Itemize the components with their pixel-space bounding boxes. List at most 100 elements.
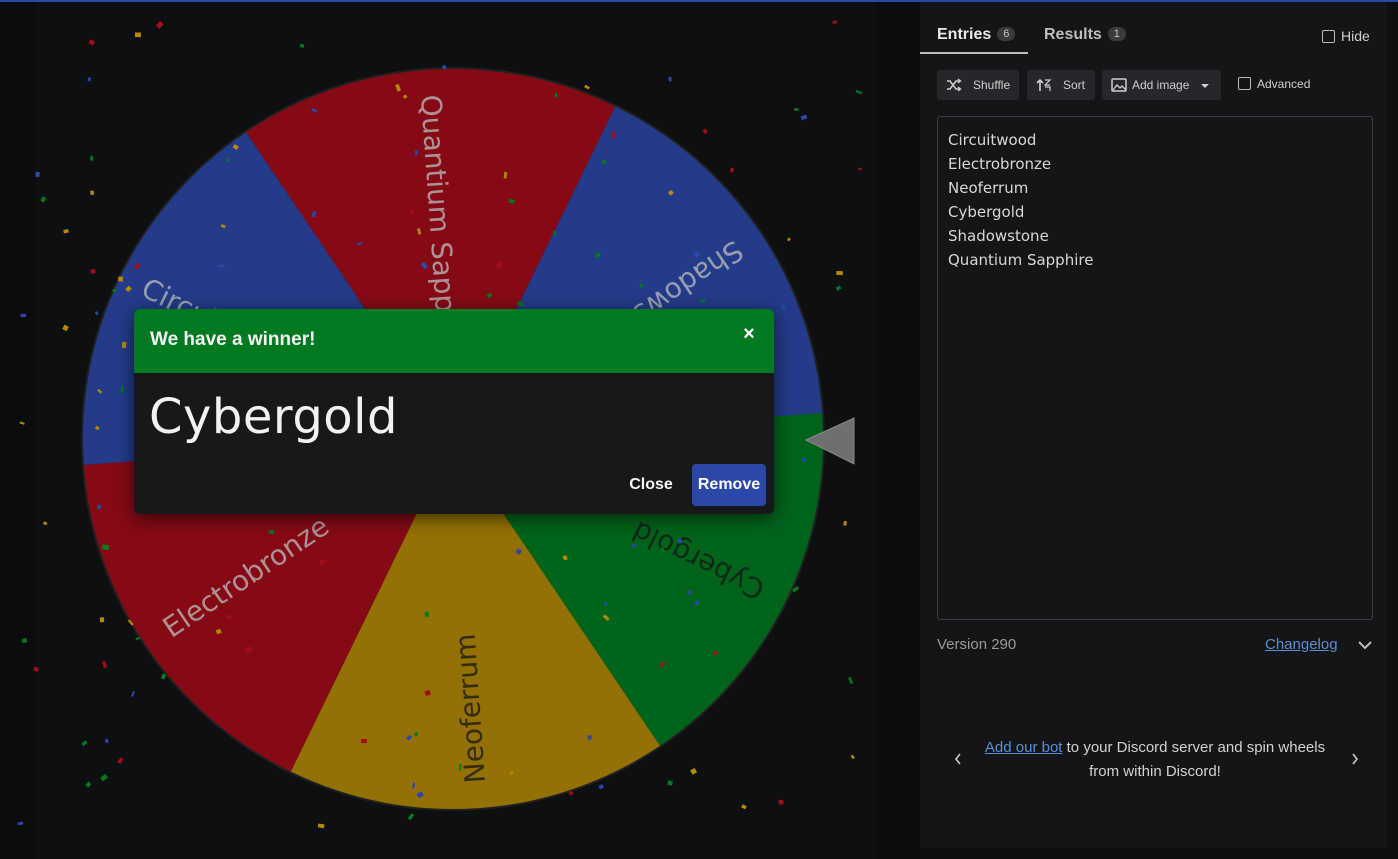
confetti-piece [486, 292, 493, 299]
tab-entries-label: Entries [937, 26, 992, 43]
confetti-piece [800, 114, 808, 121]
confetti-piece [741, 804, 747, 810]
chevron-down-icon[interactable] [1357, 639, 1373, 651]
chevron-right-icon[interactable] [1350, 752, 1360, 766]
entry-line: Shadowstone [948, 227, 1049, 245]
confetti-piece [568, 790, 574, 796]
confetti-piece [268, 529, 275, 535]
confetti-piece [361, 738, 367, 744]
confetti-piece [215, 628, 222, 635]
chevron-down-icon [1201, 84, 1209, 88]
confetti-piece [43, 521, 48, 526]
confetti-piece [424, 611, 430, 617]
checkbox-icon [1238, 77, 1251, 90]
confetti-piece [130, 690, 135, 697]
confetti-piece [99, 617, 105, 623]
close-icon[interactable]: × [743, 323, 755, 345]
shuffle-icon [947, 78, 962, 92]
winner-dialog-header: We have a winner! × [134, 309, 774, 373]
confetti-piece [729, 167, 734, 173]
confetti-piece [88, 39, 95, 46]
confetti-piece [516, 300, 525, 308]
confetti-piece [417, 228, 422, 235]
confetti-piece [786, 237, 791, 242]
confetti-piece [135, 636, 141, 641]
confetti-piece [19, 421, 25, 425]
confetti-piece [778, 799, 784, 806]
confetti-piece [21, 638, 28, 644]
confetti-piece [311, 210, 317, 218]
confetti-piece [127, 619, 134, 626]
confetti-piece [792, 585, 800, 593]
confetti-piece [801, 457, 807, 463]
confetti-piece [90, 155, 94, 161]
confetti-piece [85, 781, 92, 788]
confetti-piece [134, 32, 141, 38]
sort-icon [1036, 78, 1052, 91]
confetti-piece [311, 107, 318, 113]
confetti-piece [220, 223, 226, 229]
confetti-piece [317, 823, 325, 829]
tab-results-label: Results [1044, 26, 1102, 43]
confetti-piece [702, 128, 708, 135]
close-button[interactable]: Close [629, 476, 673, 493]
checkbox-icon [1322, 30, 1335, 43]
confetti-piece [120, 385, 124, 394]
confetti-piece [112, 288, 117, 293]
confetti-piece [218, 264, 225, 268]
confetti-piece [94, 311, 99, 316]
confetti-piece [100, 773, 108, 782]
remove-button[interactable]: Remove [692, 464, 766, 506]
confetti-piece [395, 83, 401, 92]
entry-line: Neoferrum [948, 179, 1029, 197]
tab-entries[interactable]: Entries 6 [937, 26, 1016, 44]
version-text: Version 290 [937, 636, 1017, 653]
chevron-left-icon[interactable] [953, 752, 963, 766]
wheel-segment [290, 439, 660, 809]
changelog-link[interactable]: Changelog [1265, 636, 1338, 653]
confetti-piece [667, 780, 673, 786]
entries-textarea[interactable]: Circuitwood Electrobronze Neoferrum Cybe… [937, 116, 1373, 620]
wheel-segment [246, 68, 616, 439]
confetti-piece [601, 160, 606, 165]
advanced-checkbox[interactable]: Advanced [1238, 77, 1310, 91]
confetti-piece [631, 543, 637, 548]
confetti-piece [414, 150, 418, 156]
hide-checkbox[interactable]: Hide [1322, 28, 1370, 44]
winner-dialog: We have a winner! × Cybergold Close Remo… [134, 309, 774, 514]
confetti-piece [62, 324, 69, 332]
confetti-piece [121, 341, 127, 349]
wheel-pointer-icon [804, 417, 855, 465]
confetti-piece [832, 20, 837, 24]
confetti-piece [63, 229, 69, 234]
confetti-piece [318, 558, 326, 566]
wheel-segment [83, 439, 453, 772]
confetti-piece [356, 242, 363, 246]
confetti-piece [692, 250, 701, 259]
confetti-piece [584, 84, 590, 90]
confetti-piece [509, 771, 514, 775]
confetti-piece [713, 651, 718, 656]
advanced-label: Advanced [1257, 77, 1311, 91]
confetti-piece [117, 757, 124, 764]
discord-promo: Add our bot to your Discord server and s… [980, 736, 1330, 784]
entry-line: Circuitwood [948, 131, 1037, 149]
sort-button[interactable]: Sort [1027, 70, 1095, 100]
confetti-piece [17, 821, 24, 826]
confetti-piece [40, 196, 47, 203]
confetti-piece [411, 782, 416, 789]
entry-line: Quantium Sapphire [948, 251, 1094, 269]
add-image-button[interactable]: Add image [1102, 70, 1221, 100]
add-bot-link[interactable]: Add our bot [984, 739, 1063, 756]
shuffle-button[interactable]: Shuffle [937, 70, 1019, 100]
confetti-piece [225, 614, 232, 619]
confetti-piece [458, 763, 462, 771]
confetti-piece [668, 76, 672, 82]
confetti-piece [659, 661, 666, 668]
side-panel: Entries 6 Results 1 Hide Shuffle Sort [920, 2, 1398, 859]
tab-results[interactable]: Results 1 [1044, 26, 1126, 44]
confetti-piece [299, 43, 305, 48]
confetti-piece [602, 614, 610, 621]
active-tab-indicator [920, 52, 1028, 54]
confetti-piece [594, 252, 601, 259]
